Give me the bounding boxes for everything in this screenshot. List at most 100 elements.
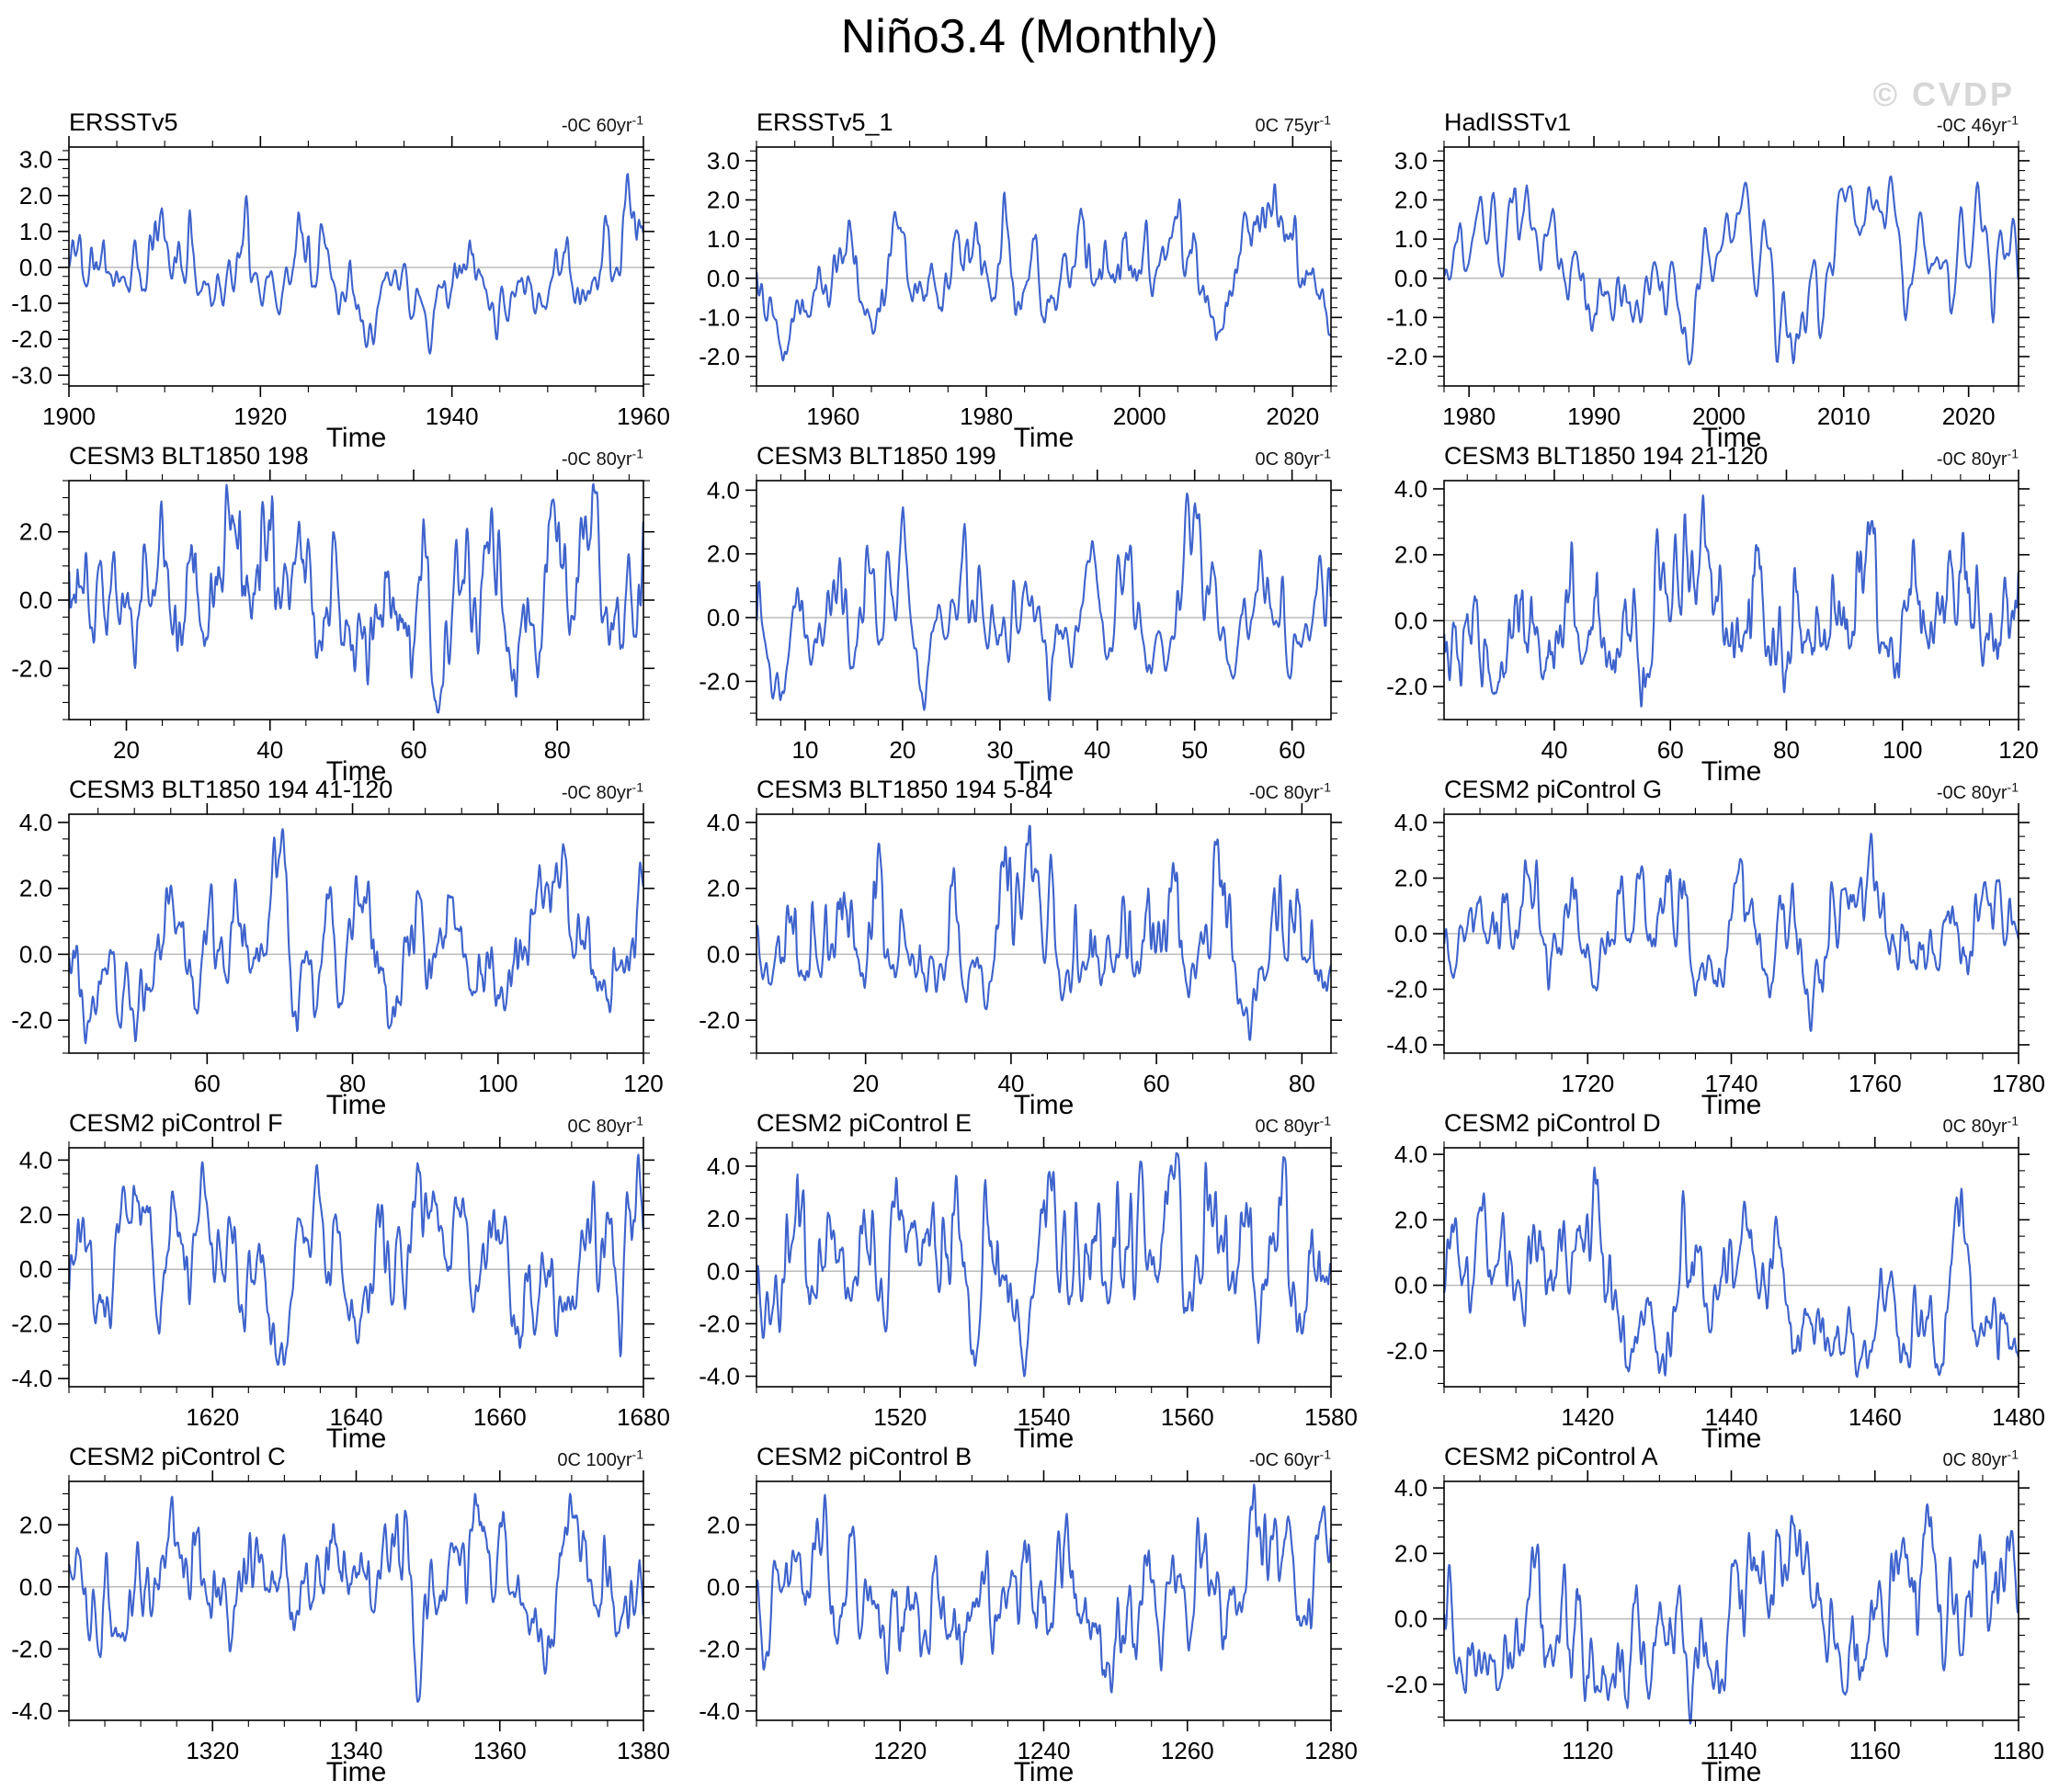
svg-text:4.0: 4.0 <box>1394 1140 1428 1168</box>
svg-text:1760: 1760 <box>1849 1070 1902 1097</box>
trend-exponent: -1 <box>2007 1446 2019 1462</box>
panel-title: CESM3 BLT1850 199 <box>756 442 996 470</box>
svg-text:1480: 1480 <box>1992 1403 2045 1431</box>
timeseries-plot: 20 40 60 80 2.0 0.0 -2.0 <box>11 470 654 764</box>
svg-text:2.0: 2.0 <box>19 1201 52 1229</box>
svg-text:40: 40 <box>256 736 283 764</box>
svg-text:4.0: 4.0 <box>1394 1474 1428 1502</box>
time-axis-label: Time <box>1013 1423 1075 1454</box>
time-axis-label: Time <box>1013 1090 1075 1120</box>
svg-text:1780: 1780 <box>1992 1070 2045 1097</box>
svg-text:4.0: 4.0 <box>19 809 52 836</box>
svg-text:2010: 2010 <box>1817 403 1871 430</box>
svg-text:1990: 1990 <box>1567 403 1621 430</box>
svg-text:0.0: 0.0 <box>19 254 52 281</box>
panel-title: CESM3 BLT1850 194 41-120 <box>69 776 393 803</box>
figure-title: Niño3.4 (Monthly) <box>840 10 1219 63</box>
svg-text:1440: 1440 <box>1705 1403 1758 1431</box>
svg-text:20: 20 <box>889 736 916 764</box>
svg-text:1900: 1900 <box>42 403 96 430</box>
svg-text:0.0: 0.0 <box>1394 1272 1428 1299</box>
timeseries-plot: 1960 1980 2000 2020 3.0 2.0 1.0 0.0 -1.0 -2.0 <box>699 136 1342 430</box>
svg-text:0.0: 0.0 <box>1394 265 1428 292</box>
svg-text:60: 60 <box>1657 736 1684 764</box>
svg-text:2020: 2020 <box>1942 403 1996 430</box>
svg-text:-2.0: -2.0 <box>699 1006 740 1034</box>
svg-text:10: 10 <box>792 736 819 764</box>
svg-text:-2.0: -2.0 <box>1386 1671 1428 1698</box>
svg-text:-4.0: -4.0 <box>1386 1031 1428 1059</box>
time-axis-label: Time <box>325 1090 387 1120</box>
svg-text:1680: 1680 <box>617 1403 670 1431</box>
panel-cesm2-picontrol-c: CESM2 piControl C 0C 100yr-1 1320 1340 136… <box>0 1440 688 1792</box>
timeseries-plot: 40 60 80 100 120 4.0 2.0 0.0 -2.0 <box>1386 470 2039 764</box>
svg-text:60: 60 <box>194 1070 221 1097</box>
time-axis-label: Time <box>325 756 387 787</box>
trend-exponent: -1 <box>1319 779 1331 795</box>
svg-text:-1.0: -1.0 <box>1386 303 1428 331</box>
trend-exponent: -1 <box>2007 779 2019 795</box>
svg-text:2.0: 2.0 <box>707 187 740 214</box>
timeseries-plot: 1120 1140 1160 1180 4.0 2.0 0.0 -2.0 <box>1386 1470 2044 1764</box>
svg-text:1460: 1460 <box>1849 1403 1902 1431</box>
svg-text:1560: 1560 <box>1161 1403 1214 1431</box>
svg-text:1960: 1960 <box>617 403 670 430</box>
svg-text:-2.0: -2.0 <box>11 1635 52 1662</box>
svg-text:0.0: 0.0 <box>1394 920 1428 947</box>
timeseries-plot: 20 40 60 80 4.0 2.0 0.0 -2.0 <box>699 803 1342 1097</box>
panel-title: CESM2 piControl D <box>1444 1109 1661 1137</box>
svg-text:1280: 1280 <box>1304 1737 1358 1764</box>
svg-text:0.0: 0.0 <box>1394 607 1428 634</box>
svg-text:2.0: 2.0 <box>19 1511 52 1538</box>
svg-text:1980: 1980 <box>1442 403 1496 430</box>
panel-cesm2-picontrol-a: CESM2 piControl A 0C 80yr-1 1120 1140 1160… <box>1375 1440 2059 1792</box>
trend-exponent: -1 <box>631 779 643 795</box>
svg-text:1140: 1140 <box>1706 1737 1758 1764</box>
svg-text:0.0: 0.0 <box>707 604 740 631</box>
svg-text:100: 100 <box>478 1070 518 1097</box>
svg-text:1920: 1920 <box>233 403 287 430</box>
timeseries-plot: 1320 1340 1360 1380 2.0 0.0 -2.0 -4.0 <box>11 1470 670 1764</box>
panel-ersstv5-1: ERSSTv5_1 0C 75yr-1 1960 1980 2000 2020 3.0 2… <box>688 106 1375 473</box>
svg-text:100: 100 <box>1883 736 1922 764</box>
svg-text:-2.0: -2.0 <box>11 1310 52 1338</box>
svg-text:-2.0: -2.0 <box>1386 975 1428 1003</box>
svg-text:1220: 1220 <box>873 1737 927 1764</box>
svg-text:2.0: 2.0 <box>707 1511 740 1538</box>
panel-header: CESM3 BLT1850 199 0C 80yr-1 <box>756 439 1331 470</box>
svg-text:2.0: 2.0 <box>1394 187 1428 214</box>
svg-text:-1.0: -1.0 <box>11 289 52 317</box>
trend-exponent: -1 <box>1319 1446 1331 1462</box>
svg-text:1980: 1980 <box>960 403 1013 430</box>
svg-text:1340: 1340 <box>330 1737 383 1764</box>
svg-text:60: 60 <box>401 736 427 764</box>
svg-text:2.0: 2.0 <box>707 540 740 568</box>
svg-text:4.0: 4.0 <box>19 1146 52 1174</box>
panel-cesm2-picontrol-e: CESM2 piControl E 0C 80yr-1 1520 1540 1560… <box>688 1106 1375 1474</box>
svg-text:-4.0: -4.0 <box>699 1363 740 1390</box>
svg-text:40: 40 <box>1084 736 1110 764</box>
time-axis-label: Time <box>1013 1757 1075 1787</box>
trend-label: -0C 80yr-1 <box>561 446 643 470</box>
timeseries-plot: 60 80 100 120 4.0 2.0 0.0 -2.0 <box>11 803 664 1097</box>
svg-text:2020: 2020 <box>1266 403 1319 430</box>
timeseries-plot: 10 20 30 40 50 60 4.0 2.0 0.0 -2.0 <box>699 470 1342 764</box>
svg-text:50: 50 <box>1181 736 1208 764</box>
panel-header: CESM2 piControl B -0C 60yr-1 <box>756 1440 1331 1470</box>
panel-header: ERSSTv5 -0C 60yr-1 <box>69 106 643 136</box>
svg-text:-2.0: -2.0 <box>1386 673 1428 700</box>
svg-text:1.0: 1.0 <box>1394 225 1428 253</box>
panel-header: CESM3 BLT1850 194 41-120 -0C 80yr-1 <box>69 773 643 803</box>
panel-cesm3-blt1850-198: CESM3 BLT1850 198 -0C 80yr-1 20 40 60 80 2.0… <box>0 439 688 807</box>
svg-text:1160: 1160 <box>1849 1737 1901 1764</box>
panel-header: CESM3 BLT1850 194 5-84 -0C 80yr-1 <box>756 773 1331 803</box>
svg-text:-2.0: -2.0 <box>11 654 52 682</box>
time-axis-label: Time <box>325 1423 387 1454</box>
svg-text:1640: 1640 <box>330 1403 383 1431</box>
svg-text:1580: 1580 <box>1304 1403 1358 1431</box>
panel-cesm2-picontrol-b: CESM2 piControl B -0C 60yr-1 1220 1240 126… <box>688 1440 1375 1792</box>
trend-label: 0C 75yr-1 <box>1255 112 1331 136</box>
svg-text:1620: 1620 <box>186 1403 239 1431</box>
svg-text:3.0: 3.0 <box>19 146 52 174</box>
svg-text:1320: 1320 <box>186 1737 239 1764</box>
